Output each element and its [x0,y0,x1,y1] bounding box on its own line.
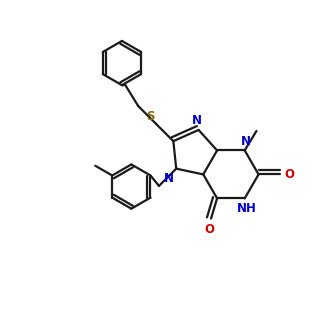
Text: N: N [163,172,174,185]
Text: NH: NH [237,202,256,215]
Text: O: O [204,223,214,236]
Text: N: N [192,114,202,127]
Text: N: N [241,135,251,148]
Text: S: S [146,110,154,123]
Text: O: O [284,168,294,181]
